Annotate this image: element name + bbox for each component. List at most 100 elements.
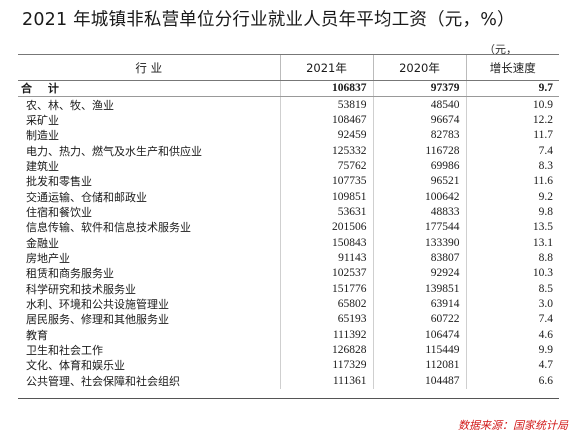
industry-name-cell: 教育: [26, 328, 48, 342]
wage-2021-cell: 75762: [279, 158, 373, 175]
wage-2021-cell: 91143: [279, 250, 373, 267]
growth-rate-cell: 4.6: [465, 327, 559, 343]
table-row: 农、林、牧、渔业 53819 48540 10.9: [18, 96, 559, 113]
table-row: 电力、热力、燃气及水生产和供应业 125332 116728 7.4: [18, 143, 559, 159]
wage-2020-cell: 83807: [372, 250, 466, 267]
industry-name-cell: 公共管理、社会保障和社会组织: [26, 374, 180, 388]
growth-rate-cell: 9.7: [465, 80, 559, 98]
wage-2021-cell: 53819: [279, 96, 373, 113]
growth-rate-cell: 13.5: [465, 220, 559, 236]
wage-2020-cell: 115449: [372, 342, 466, 359]
source-note: 数据来源：国家统计局: [458, 419, 568, 432]
table-row-total: 合 计 106837 97379 9.7: [18, 80, 559, 98]
table-row: 交通运输、仓储和邮政业 109851 100642 9.2: [18, 189, 559, 205]
growth-rate-cell: 12.2: [465, 112, 559, 129]
table-row: 公共管理、社会保障和社会组织 111361 104487 6.6: [18, 373, 559, 389]
table-row: 卫生和社会工作 126828 115449 9.9: [18, 342, 559, 359]
table-row: 租赁和商务服务业 102537 92924 10.3: [18, 266, 559, 282]
wage-2021-cell: 201506: [279, 220, 373, 236]
growth-rate-cell: 4.7: [465, 358, 559, 374]
wage-2021-cell: 125332: [279, 143, 373, 159]
wage-2020-cell: 97379: [372, 80, 466, 98]
growth-rate-cell: 13.1: [465, 235, 559, 251]
header-2020: 2020年: [372, 54, 466, 81]
growth-rate-cell: 9.9: [465, 342, 559, 359]
industry-name-cell: 租赁和商务服务业: [26, 267, 114, 281]
industry-name-cell: 科学研究和技术服务业: [26, 282, 136, 296]
growth-rate-cell: 8.5: [465, 281, 559, 297]
growth-rate-cell: 10.3: [465, 266, 559, 282]
wage-2021-cell: 102537: [279, 266, 373, 282]
unit-note: （元，: [484, 43, 517, 56]
wage-2020-cell: 82783: [372, 128, 466, 144]
table-row: 建筑业 75762 69986 8.3: [18, 158, 559, 175]
growth-rate-cell: 11.7: [465, 128, 559, 144]
wage-2021-cell: 111361: [279, 373, 373, 389]
wage-2021-cell: 108467: [279, 112, 373, 129]
wage-2021-cell: 65802: [279, 296, 373, 313]
industry-name-cell: 房地产业: [26, 251, 70, 265]
table-row: 信息传输、软件和信息技术服务业 201506 177544 13.5: [18, 220, 559, 236]
wage-2021-cell: 92459: [279, 128, 373, 144]
industry-name-cell: 居民服务、修理和其他服务业: [26, 313, 169, 327]
header-industry: 行 业: [18, 54, 280, 81]
industry-name-cell: 金融业: [26, 236, 59, 250]
industry-name-cell: 电力、热力、燃气及水生产和供应业: [26, 144, 202, 158]
wage-2020-cell: 133390: [372, 235, 466, 251]
table-bottom-rule: [18, 398, 559, 399]
growth-rate-cell: 11.6: [465, 174, 559, 190]
header-2021: 2021年: [279, 54, 373, 81]
wage-2020-cell: 92924: [372, 266, 466, 282]
growth-rate-cell: 3.0: [465, 296, 559, 313]
industry-name-cell: 批发和零售业: [26, 175, 92, 189]
industry-name-cell: 文化、体育和娱乐业: [26, 359, 125, 373]
industry-name-cell: 农、林、牧、渔业: [26, 98, 114, 112]
wage-2020-cell: 139851: [372, 281, 466, 297]
table-row: 金融业 150843 133390 13.1: [18, 235, 559, 251]
table-row: 文化、体育和娱乐业 117329 112081 4.7: [18, 358, 559, 374]
wage-2020-cell: 104487: [372, 373, 466, 389]
wage-table: 行 业 2021年 2020年 增长速度 合 计 106837 97379 9.7 农、…: [18, 54, 559, 389]
wage-2020-cell: 177544: [372, 220, 466, 236]
wage-2021-cell: 106837: [279, 80, 373, 98]
industry-name-cell: 制造业: [26, 129, 59, 143]
industry-name-cell: 住宿和餐饮业: [26, 205, 92, 219]
wage-2020-cell: 96674: [372, 112, 466, 129]
growth-rate-cell: 10.9: [465, 96, 559, 113]
wage-2021-cell: 109851: [279, 189, 373, 205]
wage-2021-cell: 126828: [279, 342, 373, 359]
growth-rate-cell: 7.4: [465, 143, 559, 159]
growth-rate-cell: 8.8: [465, 250, 559, 267]
table-row: 教育 111392 106474 4.6: [18, 327, 559, 343]
growth-rate-cell: 9.2: [465, 189, 559, 205]
wage-2021-cell: 53631: [279, 204, 373, 221]
industry-name-cell: 合 计: [18, 80, 280, 98]
table-row: 科学研究和技术服务业 151776 139851 8.5: [18, 281, 559, 297]
wage-table-container: 行 业 2021年 2020年 增长速度 合 计 106837 97379 9.7 农、…: [18, 54, 559, 399]
wage-2020-cell: 116728: [372, 143, 466, 159]
table-row: 居民服务、修理和其他服务业 65193 60722 7.4: [18, 312, 559, 328]
growth-rate-cell: 9.8: [465, 204, 559, 221]
industry-name-cell: 交通运输、仓储和邮政业: [26, 190, 147, 204]
table-body: 合 计 106837 97379 9.7 农、林、牧、渔业 53819 48540 10.9 采…: [18, 80, 559, 389]
industry-name-cell: 采矿业: [26, 113, 59, 127]
wage-2020-cell: 48540: [372, 96, 466, 113]
wage-2020-cell: 48833: [372, 204, 466, 221]
page-title: 2021 年城镇非私营单位分行业就业人员年平均工资（元，%）: [22, 10, 515, 30]
wage-2020-cell: 60722: [372, 312, 466, 328]
wage-2020-cell: 96521: [372, 174, 466, 190]
header-growth: 增长速度: [465, 54, 559, 81]
table-row: 水利、环境和公共设施管理业 65802 63914 3.0: [18, 296, 559, 313]
wage-2021-cell: 117329: [279, 358, 373, 374]
table-row: 房地产业 91143 83807 8.8: [18, 250, 559, 267]
growth-rate-cell: 8.3: [465, 158, 559, 175]
wage-2021-cell: 65193: [279, 312, 373, 328]
industry-name-cell: 水利、环境和公共设施管理业: [26, 297, 169, 311]
table-row: 住宿和餐饮业 53631 48833 9.8: [18, 204, 559, 221]
table-row: 制造业 92459 82783 11.7: [18, 128, 559, 144]
wage-2021-cell: 111392: [279, 327, 373, 343]
wage-2020-cell: 69986: [372, 158, 466, 175]
growth-rate-cell: 7.4: [465, 312, 559, 328]
wage-2021-cell: 107735: [279, 174, 373, 190]
industry-name-cell: 信息传输、软件和信息技术服务业: [26, 221, 191, 235]
